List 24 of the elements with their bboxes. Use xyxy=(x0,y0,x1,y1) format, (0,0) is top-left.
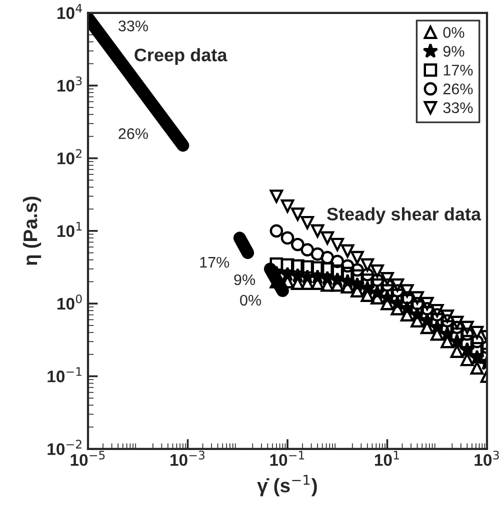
annotation: Steady shear data xyxy=(327,207,482,224)
legend-label: 9% xyxy=(443,46,464,57)
y-tick-label: 10$^{3}$ xyxy=(58,76,82,92)
annotation: 9% xyxy=(234,274,256,286)
x-tick-label: 10$^{3}$ xyxy=(474,450,499,466)
y-tick-label: 10$^{2}$ xyxy=(58,149,82,164)
annotation: 17% xyxy=(200,256,230,268)
annotation: 26% xyxy=(118,128,148,140)
y-tick-label: 10$^{0}$ xyxy=(58,294,82,310)
legend-label: 26% xyxy=(443,84,473,94)
legend-label: 0% xyxy=(443,27,464,38)
x-axis-title: γ̇ (s$^{−1}$) xyxy=(257,474,317,496)
annotation: Creep data xyxy=(134,48,228,65)
annotation: 33% xyxy=(118,20,148,32)
annotation: 0% xyxy=(240,294,262,306)
legend-label: 17% xyxy=(444,64,473,76)
y-axis-title: η (Pa.s) xyxy=(22,196,42,266)
y-tick-label: 10$^{1}$ xyxy=(58,222,82,237)
y-tick-label: 10$^{−1}$ xyxy=(48,367,82,382)
x-tick-label: 10$^{1}$ xyxy=(374,450,399,466)
y-tick-label: 10$^{4}$ xyxy=(58,4,82,19)
x-tick-label: 10$^{−1}$ xyxy=(270,450,304,466)
x-tick-label: 10$^{−3}$ xyxy=(170,450,204,466)
legend-label: 33% xyxy=(443,102,473,114)
